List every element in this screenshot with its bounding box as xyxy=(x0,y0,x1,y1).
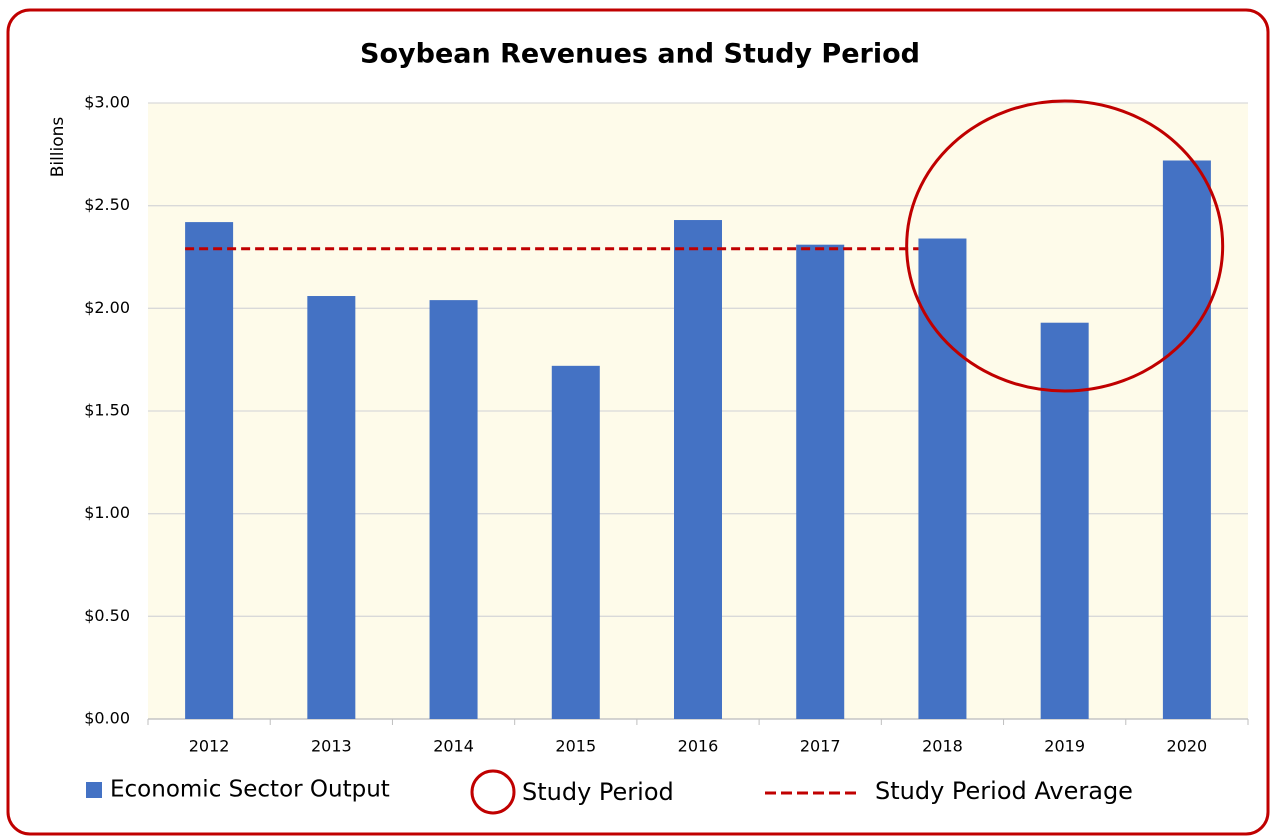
x-tick-label: 2014 xyxy=(433,737,474,756)
bar xyxy=(185,222,234,720)
y-tick-label: $1.00 xyxy=(84,503,130,522)
x-tick-label: 2015 xyxy=(555,737,596,756)
x-tick-label: 2016 xyxy=(678,737,719,756)
bar xyxy=(429,300,478,719)
bar xyxy=(796,244,845,719)
x-tick-label: 2019 xyxy=(1044,737,1085,756)
legend-label: Study Period xyxy=(522,778,674,806)
bar xyxy=(307,296,356,719)
bar xyxy=(551,365,600,719)
bar xyxy=(1040,322,1089,719)
x-tick-label: 2012 xyxy=(189,737,230,756)
chart-title: Soybean Revenues and Study Period xyxy=(360,39,920,70)
y-tick-label: $1.50 xyxy=(84,401,130,420)
x-tick-label: 2020 xyxy=(1167,737,1208,756)
y-tick-label: $3.00 xyxy=(84,93,130,112)
study-period-circle xyxy=(905,99,1225,393)
bar xyxy=(1162,160,1211,719)
bar xyxy=(918,238,967,719)
x-tick-label: 2013 xyxy=(311,737,352,756)
legend-swatch xyxy=(86,782,102,798)
bar xyxy=(674,220,722,720)
x-tick-label: 2017 xyxy=(800,737,841,756)
legend-label: Study Period Average xyxy=(875,777,1133,805)
y-tick-label: $0.50 xyxy=(84,606,130,625)
x-tick-label: 2018 xyxy=(922,737,963,756)
y-tick-label: $2.00 xyxy=(84,298,130,317)
y-tick-label: $2.50 xyxy=(84,195,130,214)
y-tick-label: $0.00 xyxy=(84,709,130,728)
legend-swatch xyxy=(470,769,516,815)
y-axis-label: Billions xyxy=(48,117,68,178)
legend-label: Economic Sector Output xyxy=(110,777,390,803)
